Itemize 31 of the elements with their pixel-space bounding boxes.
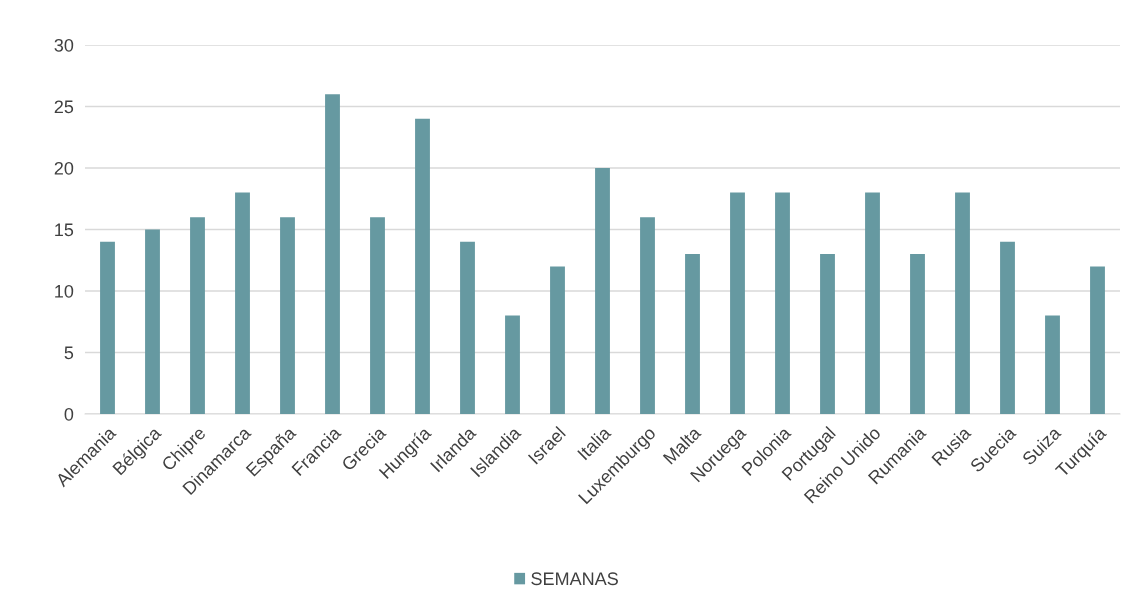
bar	[820, 254, 835, 414]
y-tick-label: 15	[55, 223, 74, 237]
bar	[280, 217, 295, 414]
bar	[370, 217, 385, 414]
bar	[190, 217, 205, 414]
bar	[415, 118, 430, 414]
y-tick-label: 5	[64, 346, 74, 360]
bar	[460, 241, 475, 414]
bar	[1000, 241, 1015, 414]
bar	[505, 315, 520, 414]
bar	[730, 192, 745, 414]
y-tick-label: 25	[54, 100, 74, 114]
bar	[550, 266, 565, 414]
y-tick-label: 10	[55, 284, 74, 298]
bar	[865, 192, 880, 414]
bar	[955, 192, 970, 414]
bar	[1090, 266, 1105, 414]
bar	[235, 192, 250, 414]
bar	[595, 168, 610, 414]
bar	[910, 254, 925, 414]
bar	[100, 241, 115, 414]
bar	[685, 254, 700, 414]
legend-label: SEMANAS	[531, 572, 618, 586]
bar	[1045, 315, 1060, 414]
bar	[775, 192, 790, 414]
y-tick-label: 30	[54, 38, 74, 52]
y-tick-label: 0	[64, 407, 74, 421]
bar	[145, 229, 160, 414]
y-tick-label: 20	[54, 161, 74, 175]
bar	[640, 217, 655, 414]
bar	[325, 94, 340, 414]
